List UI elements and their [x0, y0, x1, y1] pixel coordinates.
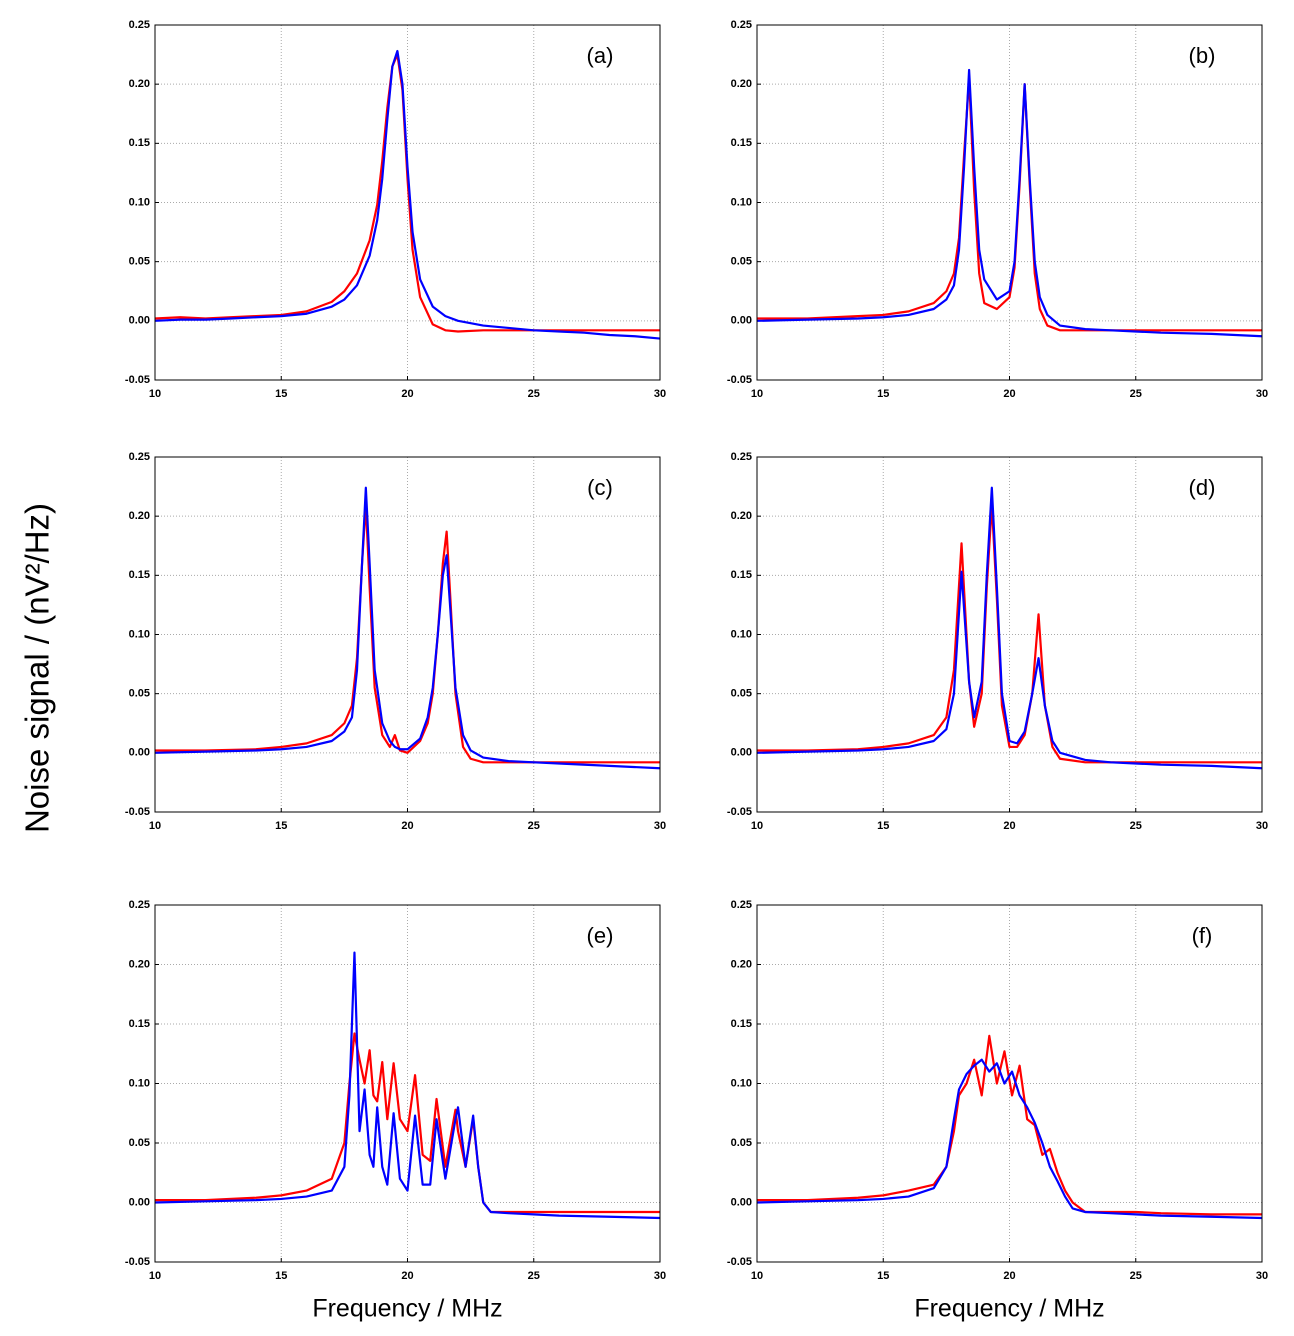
x-tick-label: 25	[528, 1270, 540, 1282]
x-tick-label: 30	[1256, 388, 1268, 400]
y-tick-label: 0.25	[129, 451, 150, 463]
x-tick-label: 10	[149, 388, 161, 400]
plot-frame	[154, 904, 661, 1263]
series-line	[154, 486, 661, 770]
y-tick-label: 0.20	[129, 78, 150, 90]
x-tick-label: 20	[401, 388, 413, 400]
x-tick-label: 20	[401, 820, 413, 832]
x-axis-label: Frequency / MHz	[312, 1295, 502, 1323]
panel-label: (a)	[587, 43, 614, 68]
y-tick-label: 0.05	[129, 688, 150, 700]
y-tick-label: 0.25	[731, 19, 752, 31]
y-tick-label: 0.10	[129, 1077, 150, 1089]
x-tick-label: 15	[275, 820, 287, 832]
y-tick-label: 0.15	[129, 137, 150, 149]
x-tick-label: 10	[149, 1270, 161, 1282]
series-line	[154, 49, 661, 340]
x-axis-label: Frequency / MHz	[914, 1295, 1104, 1323]
x-tick-label: 15	[275, 1270, 287, 1282]
y-tick-label: 0.10	[731, 628, 752, 640]
y-axis-label: Noise signal / (nV²/Hz)	[19, 503, 56, 833]
x-tick-label: 10	[149, 820, 161, 832]
y-tick-label: 0.10	[129, 628, 150, 640]
y-tick-label: -0.05	[125, 806, 150, 818]
y-tick-label: 0.20	[731, 510, 752, 522]
series-line	[756, 1058, 1263, 1220]
x-tick-label: 30	[654, 820, 666, 832]
x-tick-label: 15	[877, 820, 889, 832]
panel-label: (f)	[1192, 923, 1213, 948]
y-tick-label: 0.05	[731, 1137, 752, 1149]
series-line	[756, 68, 1263, 338]
panel-label: (c)	[587, 475, 613, 500]
y-tick-label: 0.20	[731, 78, 752, 90]
x-tick-label: 25	[528, 388, 540, 400]
x-tick-label: 25	[528, 820, 540, 832]
y-tick-label: 0.00	[129, 315, 150, 327]
x-tick-label: 20	[1003, 820, 1015, 832]
plot-frame	[154, 456, 661, 813]
panel-label: (b)	[1189, 43, 1216, 68]
x-tick-label: 25	[1130, 1270, 1142, 1282]
plot-frame	[756, 904, 1263, 1263]
y-tick-label: 0.05	[129, 256, 150, 268]
y-tick-label: 0.15	[129, 569, 150, 581]
x-tick-label: 10	[751, 820, 763, 832]
y-tick-label: 0.20	[129, 958, 150, 970]
x-tick-label: 30	[654, 1270, 666, 1282]
series-line	[756, 486, 1263, 770]
y-tick-label: 0.15	[731, 1018, 752, 1030]
x-tick-label: 30	[1256, 820, 1268, 832]
series-line	[757, 503, 1262, 764]
y-tick-label: 0.00	[129, 747, 150, 759]
plot-frame	[756, 456, 1263, 813]
y-tick-label: -0.05	[727, 374, 752, 386]
series-line	[155, 503, 660, 764]
x-tick-label: 15	[877, 1270, 889, 1282]
x-tick-label: 25	[1130, 820, 1142, 832]
x-tick-label: 20	[1003, 388, 1015, 400]
x-tick-label: 30	[1256, 1270, 1268, 1282]
y-tick-label: 0.00	[129, 1196, 150, 1208]
y-tick-label: 0.10	[129, 196, 150, 208]
y-tick-label: 0.00	[731, 1196, 752, 1208]
y-tick-label: 0.15	[731, 569, 752, 581]
panel-label: (e)	[587, 923, 614, 948]
y-tick-label: 0.25	[129, 19, 150, 31]
x-tick-label: 25	[1130, 388, 1142, 400]
plot-frame	[154, 24, 661, 381]
x-tick-label: 10	[751, 388, 763, 400]
y-tick-label: 0.25	[731, 899, 752, 911]
y-tick-label: 0.10	[731, 1077, 752, 1089]
y-tick-label: -0.05	[125, 1256, 150, 1268]
x-tick-label: 15	[275, 388, 287, 400]
x-tick-label: 20	[1003, 1270, 1015, 1282]
x-tick-label: 10	[751, 1270, 763, 1282]
y-tick-label: 0.15	[129, 1018, 150, 1030]
y-tick-label: 0.05	[731, 688, 752, 700]
x-tick-label: 15	[877, 388, 889, 400]
y-tick-label: 0.10	[731, 196, 752, 208]
y-tick-label: 0.00	[731, 315, 752, 327]
y-tick-label: 0.00	[731, 747, 752, 759]
y-tick-label: 0.25	[129, 899, 150, 911]
x-tick-label: 30	[654, 388, 666, 400]
y-tick-label: 0.15	[731, 137, 752, 149]
plot-frame	[756, 24, 1263, 381]
y-tick-label: 0.20	[129, 510, 150, 522]
series-line	[154, 951, 661, 1220]
y-tick-label: -0.05	[727, 1256, 752, 1268]
y-tick-label: 0.25	[731, 451, 752, 463]
y-tick-label: -0.05	[727, 806, 752, 818]
panel-label: (d)	[1189, 475, 1216, 500]
y-tick-label: 0.05	[129, 1137, 150, 1149]
x-tick-label: 20	[401, 1270, 413, 1282]
y-tick-label: 0.05	[731, 256, 752, 268]
y-tick-label: -0.05	[125, 374, 150, 386]
y-tick-label: 0.20	[731, 958, 752, 970]
